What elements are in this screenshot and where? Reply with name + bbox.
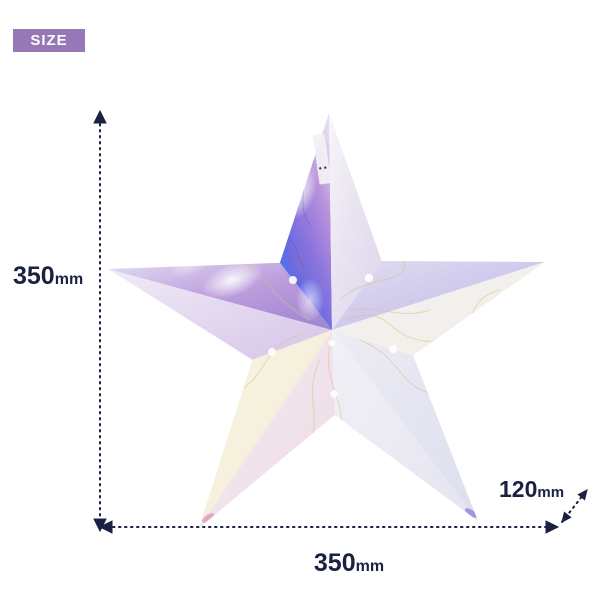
svg-text:350mm: 350mm — [314, 549, 384, 577]
svg-text:120mm: 120mm — [499, 476, 564, 502]
svg-text:350mm: 350mm — [13, 262, 83, 290]
